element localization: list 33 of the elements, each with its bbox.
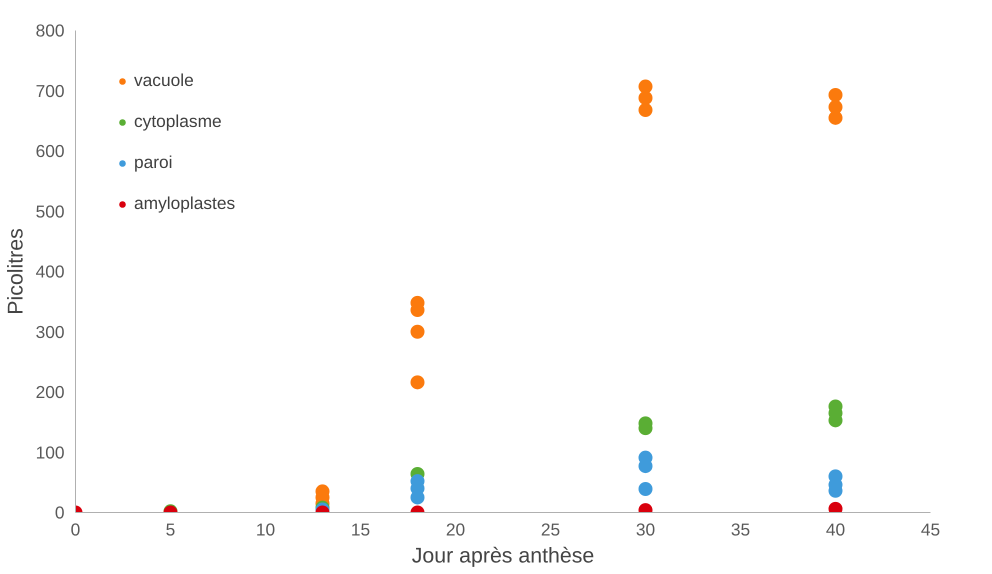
y-tick-label: 100 <box>36 442 65 462</box>
x-tick-label: 10 <box>256 520 276 540</box>
point <box>638 80 652 94</box>
y-tick-label: 0 <box>54 502 65 522</box>
y-tick-label: 500 <box>36 201 65 222</box>
y-tick-label: 400 <box>36 262 65 282</box>
point <box>410 375 424 390</box>
y-tick-label: 800 <box>36 20 65 40</box>
y-tick-label: 300 <box>36 322 65 342</box>
x-tick-label: 20 <box>446 520 466 540</box>
x-tick-label: 35 <box>730 520 750 540</box>
legend-label: amyloplastes <box>134 193 236 214</box>
x-tick-label: 30 <box>636 520 656 540</box>
x-tick-label: 45 <box>920 520 940 540</box>
point <box>638 482 652 496</box>
legend-label: vacuole <box>134 70 194 91</box>
x-axis-title: Jour après anthèse <box>412 544 594 568</box>
x-tick-label: 25 <box>540 520 560 540</box>
point <box>638 90 652 105</box>
point <box>828 110 842 125</box>
point <box>828 88 842 102</box>
point <box>638 103 652 118</box>
y-tick-label: 600 <box>36 141 65 161</box>
y-tick-label: 200 <box>36 382 65 402</box>
x-tick-label: 5 <box>166 520 176 540</box>
point <box>410 324 424 339</box>
legend-label: paroi <box>134 152 173 173</box>
legend-label: cytoplasme <box>134 111 222 132</box>
x-tick-label: 0 <box>70 520 80 540</box>
x-tick-label: 40 <box>826 520 846 540</box>
x-tick-label: 15 <box>350 520 370 540</box>
y-axis-title: Picolitres <box>4 228 28 315</box>
y-tick-label: 700 <box>36 80 65 101</box>
